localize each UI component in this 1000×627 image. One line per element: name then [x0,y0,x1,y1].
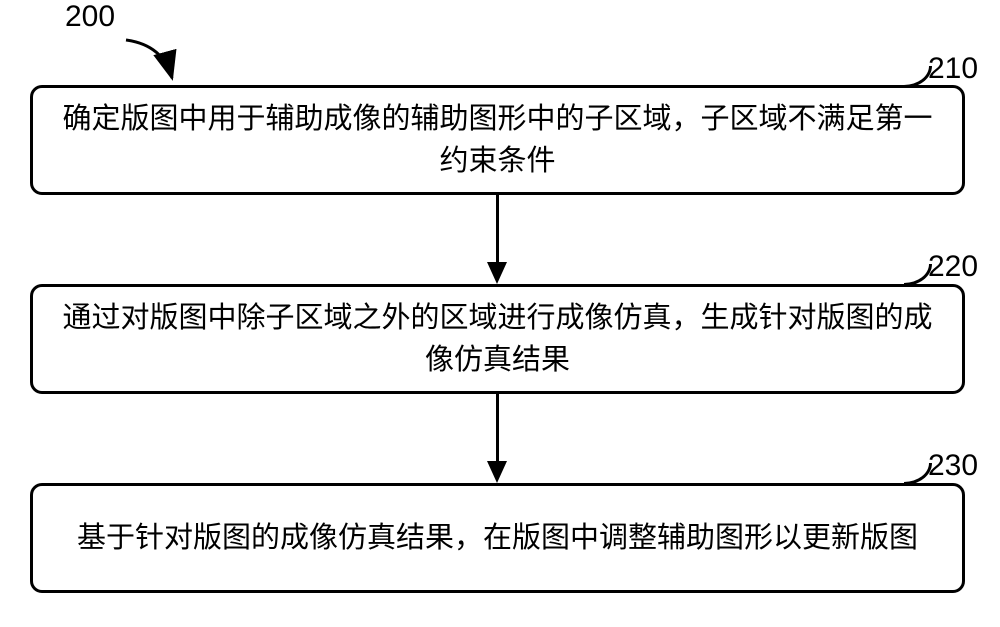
flow-step-text: 通过对版图中除子区域之外的区域进行成像仿真，生成针对版图的成像仿真结果 [61,297,934,381]
figure-number-label: 200 [65,0,115,34]
flow-step-step230: 基于针对版图的成像仿真结果，在版图中调整辅助图形以更新版图 [30,483,965,593]
flow-step-text: 基于针对版图的成像仿真结果，在版图中调整辅助图形以更新版图 [77,517,918,559]
flow-arrow-head [487,262,507,284]
flowchart-canvas: { "figure": { "type": "flowchart", "back… [0,0,1000,627]
flow-step-text: 确定版图中用于辅助成像的辅助图形中的子区域，子区域不满足第一约束条件 [61,98,934,182]
flow-arrow [496,195,499,262]
flow-arrow [496,394,499,461]
flow-step-label-210: 210 [928,52,978,86]
flow-step-step220: 通过对版图中除子区域之外的区域进行成像仿真，生成针对版图的成像仿真结果 [30,284,965,394]
flow-step-label-220: 220 [928,250,978,284]
flow-arrow-head [487,461,507,483]
flow-step-label-230: 230 [928,449,978,483]
flow-step-step210: 确定版图中用于辅助成像的辅助图形中的子区域，子区域不满足第一约束条件 [30,85,965,195]
